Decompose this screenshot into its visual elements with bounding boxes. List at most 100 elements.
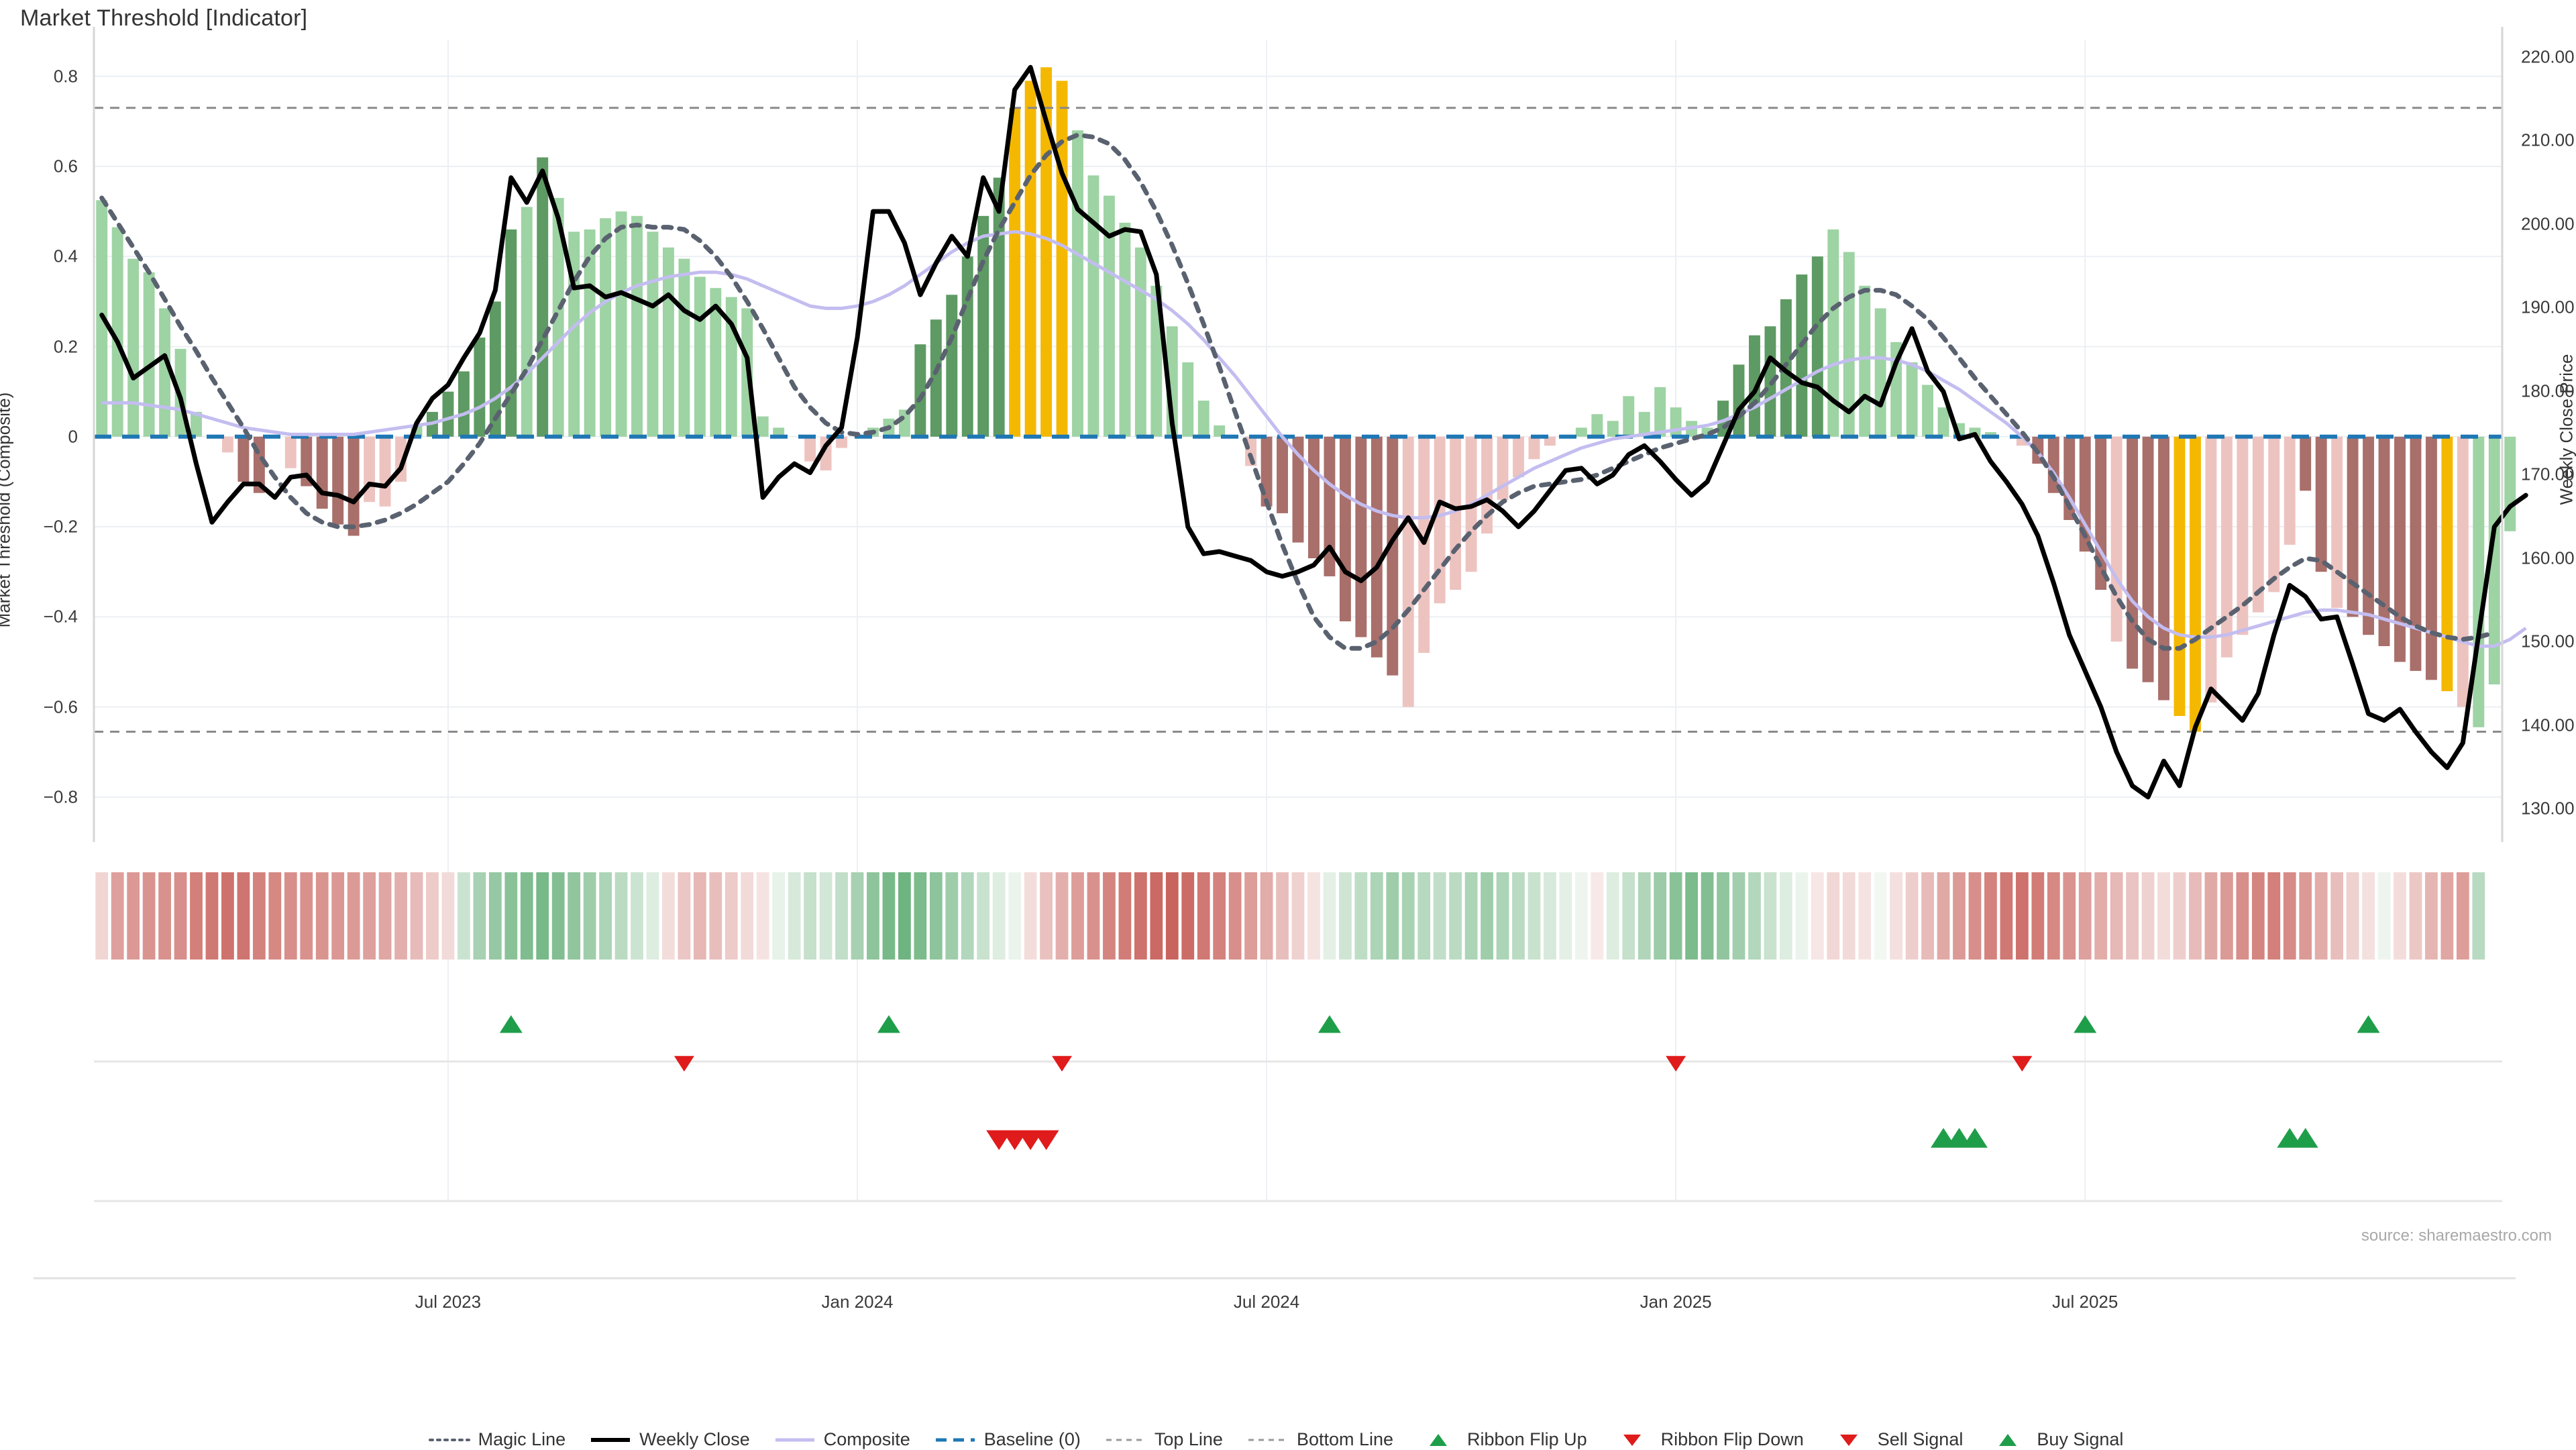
ribbon-band (568, 872, 580, 960)
ribbon-band (615, 872, 628, 960)
ribbon-band (2440, 872, 2453, 960)
ribbon-band (694, 872, 706, 960)
ribbon-band (1701, 872, 1714, 960)
histogram-bar (317, 437, 328, 509)
ribbon-band (1622, 872, 1635, 960)
dashed-blue-line-icon (934, 1433, 976, 1447)
ribbon-band (1544, 872, 1556, 960)
histogram-bar (537, 158, 548, 437)
histogram-bar (2394, 437, 2406, 662)
ribbon-band (757, 872, 769, 960)
ribbon-band (2063, 872, 2076, 960)
green-up-triangle-icon (1417, 1433, 1459, 1447)
dotted-gray-line-icon (429, 1433, 470, 1447)
ribbon-band (521, 872, 533, 960)
ribbon-band (2457, 872, 2469, 960)
ribbon-band (2000, 872, 2012, 960)
ribbon-band (2267, 872, 2280, 960)
ribbon-band (2220, 872, 2233, 960)
histogram-bar (458, 371, 470, 436)
ribbon-band (2472, 872, 2485, 960)
ribbon-band (1417, 872, 1430, 960)
buy-signal-marker (2293, 1128, 2318, 1147)
histogram-bar (1922, 385, 1933, 437)
ribbon-flip-down-marker (2012, 1056, 2032, 1072)
histogram-bar (2143, 437, 2154, 682)
histogram-bar (348, 437, 360, 536)
ribbon-band (2425, 872, 2438, 960)
ribbon-band (898, 872, 911, 960)
legend-item[interactable]: Magic Line (429, 1429, 566, 1450)
ribbon-band (1354, 872, 1367, 960)
legend-item[interactable]: Composite (774, 1429, 910, 1450)
signal-markers (94, 1015, 2502, 1201)
histogram-bar (1387, 437, 1398, 676)
ribbon-band (1858, 872, 1871, 960)
dashed-gray-line-icon (1247, 1433, 1289, 1447)
histogram-bar (2426, 437, 2437, 680)
legend-item[interactable]: Ribbon Flip Down (1611, 1429, 1804, 1450)
ribbon-band (2142, 872, 2155, 960)
ribbon-band (143, 872, 156, 960)
ribbon-heatmap-strip (95, 872, 2485, 960)
ribbon-band (1969, 872, 1982, 960)
legend-label: Ribbon Flip Up (1467, 1429, 1587, 1450)
histogram-bar (1198, 401, 1210, 437)
ribbon-band (1906, 872, 1919, 960)
ribbon-band (1890, 872, 1902, 960)
ribbon-band (1607, 872, 1619, 960)
ribbon-band (1591, 872, 1603, 960)
red-down-triangle-icon (1611, 1433, 1653, 1447)
ribbon-band (1811, 872, 1824, 960)
ribbon-band (835, 872, 848, 960)
legend-item[interactable]: Buy Signal (1987, 1429, 2123, 1450)
histogram-bar (1355, 437, 1366, 637)
ribbon-band (631, 872, 643, 960)
legend-label: Magic Line (478, 1429, 566, 1450)
ribbon-band (2410, 872, 2422, 960)
legend-item[interactable]: Top Line (1105, 1429, 1223, 1450)
legend-item[interactable]: Ribbon Flip Up (1417, 1429, 1587, 1450)
ribbon-band (237, 872, 250, 960)
ribbon-band (1040, 872, 1053, 960)
histogram-bar (2347, 437, 2359, 617)
histogram-bar (804, 437, 816, 462)
histogram-bar (678, 259, 690, 437)
ribbon-band (1402, 872, 1415, 960)
histogram-bar (2221, 437, 2233, 658)
ribbon-band (300, 872, 313, 960)
ribbon-band (977, 872, 989, 960)
ribbon-band (1166, 872, 1179, 960)
ribbon-band (662, 872, 675, 960)
ribbon-band (473, 872, 486, 960)
ribbon-band (2252, 872, 2265, 960)
histogram-bar (237, 437, 249, 482)
ribbon-band (1512, 872, 1525, 960)
source-watermark: source: sharemaestro.com (2361, 1227, 2552, 1245)
histogram-bar (1481, 437, 1493, 533)
histogram-bar (1812, 256, 1823, 437)
ribbon-band (1921, 872, 1934, 960)
legend-item[interactable]: Weekly Close (590, 1429, 750, 1450)
legend-item[interactable]: Sell Signal (1828, 1429, 1964, 1450)
histogram-bar (1025, 81, 1036, 436)
ribbon-band (1103, 872, 1116, 960)
ribbon-band (709, 872, 722, 960)
ribbon-flip-down-marker (1052, 1056, 1072, 1072)
histogram-bar (1591, 414, 1603, 437)
histogram-bar (442, 392, 453, 437)
legend-item[interactable]: Baseline (0) (934, 1429, 1081, 1450)
ribbon-band (1937, 872, 1950, 960)
ribbon-band (584, 872, 596, 960)
ribbon-band (1150, 872, 1163, 960)
ribbon-band (1134, 872, 1147, 960)
ribbon-band (442, 872, 455, 960)
legend-item[interactable]: Bottom Line (1247, 1429, 1393, 1450)
ribbon-band (1497, 872, 1509, 960)
histogram-bar (2111, 437, 2123, 641)
ribbon-flip-up-marker (2357, 1015, 2380, 1033)
ribbon-band (1874, 872, 1887, 960)
ribbon-band (489, 872, 502, 960)
ribbon-band (678, 872, 691, 960)
legend-label: Weekly Close (639, 1429, 750, 1450)
